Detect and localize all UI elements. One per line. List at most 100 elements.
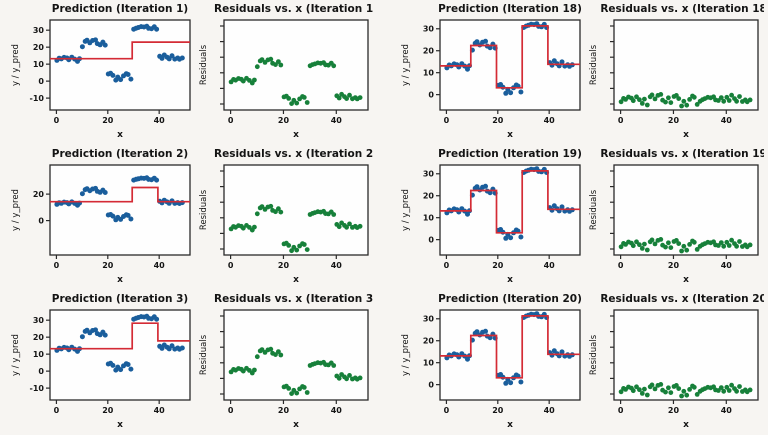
x-tick-label: 20 bbox=[668, 116, 680, 125]
subplot-residuals-19: Residuals vs. x (Iteration 19) Residuals x… bbox=[589, 148, 764, 285]
subplot-title: Residuals vs. x (Iteration 19) bbox=[600, 148, 764, 160]
x-tick-label: 40 bbox=[331, 261, 343, 270]
y-tick-label: 0 bbox=[428, 90, 434, 99]
x-axis-label: x bbox=[683, 420, 689, 430]
y-axis-label: Residuals bbox=[199, 44, 209, 85]
subplot-title: Residuals vs. x (Iteration 20) bbox=[600, 293, 764, 305]
x-tick-label: 20 bbox=[668, 261, 680, 270]
x-tick-label: 40 bbox=[721, 261, 733, 270]
subplot-title: Prediction (Iteration 20) bbox=[438, 293, 582, 305]
x-tick-label: 40 bbox=[544, 116, 556, 125]
x-tick-label: 20 bbox=[492, 116, 504, 125]
y-tick-label: 20 bbox=[33, 190, 45, 199]
y-tick-label: 0 bbox=[38, 216, 44, 225]
x-axis-label: x bbox=[293, 420, 299, 430]
x-tick-label: 40 bbox=[154, 261, 166, 270]
y-axis-label: y / y_pred bbox=[11, 44, 21, 86]
x-tick-label: 20 bbox=[492, 261, 504, 270]
x-tick-label: 40 bbox=[544, 261, 556, 270]
y-tick-label: 0 bbox=[38, 77, 44, 86]
x-tick-label: 40 bbox=[544, 406, 556, 415]
figure-row: Prediction (Iteration 1) y / y_pred x 30 20 1… bbox=[8, 0, 764, 435]
x-tick-label: 20 bbox=[102, 406, 114, 415]
x-tick-label: 40 bbox=[721, 116, 733, 125]
x-tick-label: 0 bbox=[54, 406, 60, 415]
subplot-title: Prediction (Iteration 2) bbox=[52, 148, 188, 160]
x-tick-label: 20 bbox=[278, 116, 290, 125]
subplot-title: Prediction (Iteration 19) bbox=[438, 148, 582, 160]
plot-box bbox=[223, 164, 369, 256]
y-axis-label: y / y_pred bbox=[11, 189, 21, 231]
residual-scatter-points bbox=[618, 237, 753, 254]
y-tick-label: 20 bbox=[423, 47, 435, 56]
x-tick-label: 40 bbox=[721, 406, 733, 415]
y-tick-label: 10 bbox=[33, 350, 45, 359]
y-axis-label: Residuals bbox=[589, 189, 599, 230]
x-tick-label: 40 bbox=[154, 116, 166, 125]
y-axis-label: y / y_pred bbox=[401, 44, 411, 86]
y-tick-label: 0 bbox=[428, 235, 434, 244]
y-axis-label: Residuals bbox=[199, 334, 209, 375]
x-axis-label: x bbox=[683, 275, 689, 285]
y-tick-label: 20 bbox=[423, 337, 435, 346]
x-tick-label: 0 bbox=[228, 406, 234, 415]
x-axis-label: x bbox=[117, 420, 123, 430]
subplot-title: Residuals vs. x (Iteration 18) bbox=[600, 3, 764, 15]
prediction-step-line bbox=[440, 170, 580, 234]
plot-box bbox=[49, 19, 191, 111]
y-tick-label: 10 bbox=[423, 68, 435, 77]
y-tick-label: 0 bbox=[428, 380, 434, 389]
y-tick-label: 20 bbox=[33, 43, 45, 52]
subplot-title: Residuals vs. x (Iteration 2) bbox=[214, 148, 374, 160]
subplot-title: Prediction (Iteration 3) bbox=[52, 293, 188, 305]
x-tick-label: 0 bbox=[444, 261, 450, 270]
plot-box bbox=[49, 309, 191, 401]
subplot-residuals-1: Residuals vs. x (Iteration 1) Residuals x 0… bbox=[199, 3, 374, 140]
residual-scatter-points bbox=[618, 92, 753, 109]
subplot-title: Residuals vs. x (Iteration 3) bbox=[214, 293, 374, 305]
y-tick-label: 20 bbox=[423, 192, 435, 201]
residual-scatter-points bbox=[228, 346, 363, 396]
x-tick-label: 20 bbox=[102, 116, 114, 125]
residual-scatter-points bbox=[618, 382, 753, 399]
x-tick-label: 0 bbox=[618, 261, 624, 270]
y-axis-label: y / y_pred bbox=[401, 189, 411, 231]
x-tick-label: 40 bbox=[331, 406, 343, 415]
x-tick-label: 20 bbox=[668, 406, 680, 415]
x-tick-label: 20 bbox=[492, 406, 504, 415]
x-tick-label: 40 bbox=[154, 406, 166, 415]
prediction-step-line bbox=[440, 25, 580, 89]
x-axis-label: x bbox=[117, 275, 123, 285]
subplot-residuals-2: Residuals vs. x (Iteration 2) Residuals x 0… bbox=[199, 148, 374, 285]
x-tick-label: 20 bbox=[278, 261, 290, 270]
y-axis-label: Residuals bbox=[589, 44, 599, 85]
y-tick-label: 10 bbox=[423, 213, 435, 222]
figure-group-right: Prediction (Iteration 18) y / y_pred x 30 20… bbox=[398, 0, 764, 435]
x-axis-label: x bbox=[507, 275, 513, 285]
subplot-residuals-3: Residuals vs. x (Iteration 3) Residuals x 0… bbox=[199, 293, 374, 430]
figure-group-left: Prediction (Iteration 1) y / y_pred x 30 20 1… bbox=[8, 0, 374, 435]
x-tick-label: 0 bbox=[444, 116, 450, 125]
y-axis-label: y / y_pred bbox=[11, 334, 21, 376]
prediction-step-line bbox=[50, 322, 190, 350]
x-tick-label: 20 bbox=[102, 261, 114, 270]
y-tick-label: 30 bbox=[423, 315, 435, 324]
x-tick-label: 0 bbox=[618, 116, 624, 125]
y-tick-label: 30 bbox=[423, 25, 435, 34]
y-tick-label: 10 bbox=[33, 60, 45, 69]
residual-scatter-points bbox=[228, 203, 363, 254]
x-axis-label: x bbox=[117, 130, 123, 140]
y-tick-label: 10 bbox=[423, 358, 435, 367]
x-tick-label: 0 bbox=[54, 261, 60, 270]
y-tick-label: -10 bbox=[30, 384, 45, 393]
x-axis-label: x bbox=[507, 420, 513, 430]
x-tick-label: 0 bbox=[228, 261, 234, 270]
x-axis-label: x bbox=[293, 275, 299, 285]
x-tick-label: 40 bbox=[331, 116, 343, 125]
plot-box bbox=[223, 309, 369, 401]
